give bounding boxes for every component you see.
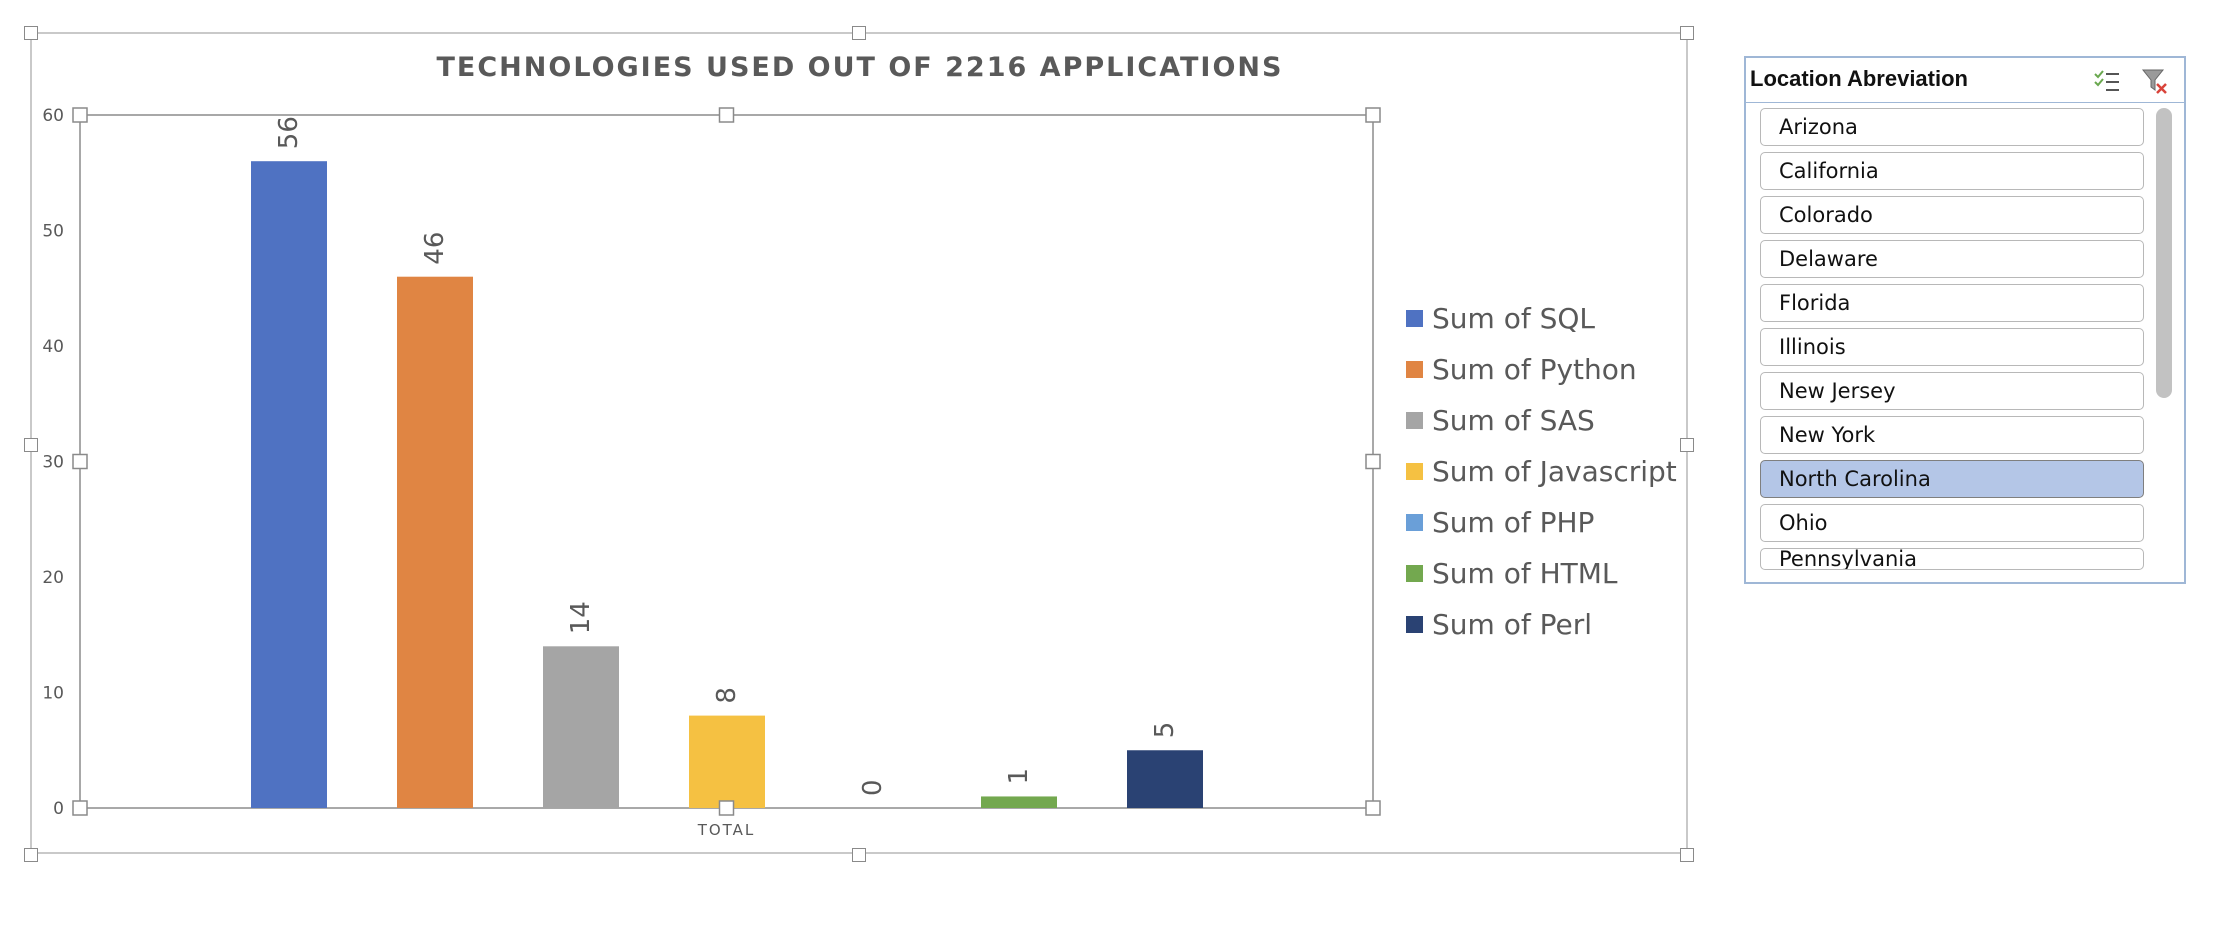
chart-resize-handle[interactable] — [1680, 848, 1694, 862]
slicer-item[interactable]: New Jersey — [1760, 372, 2144, 410]
chart-resize-handle[interactable] — [1680, 438, 1694, 452]
legend-swatch — [1406, 360, 1423, 378]
y-tick-label: 50 — [42, 222, 64, 242]
legend-item[interactable]: Sum of Perl — [1406, 606, 1592, 642]
chart-title[interactable]: TECHNOLOGIES USED OUT OF 2216 APPLICATIO… — [436, 52, 1284, 83]
slicer-item[interactable]: Pennsylvania — [1760, 548, 2144, 570]
bar — [981, 796, 1057, 808]
data-label: 8 — [712, 687, 742, 704]
legend-item[interactable]: Sum of HTML — [1406, 555, 1618, 591]
legend-swatch — [1406, 513, 1423, 531]
y-tick-label: 60 — [42, 106, 64, 126]
chart-resize-handle[interactable] — [852, 26, 866, 40]
chart-resize-handle[interactable] — [1680, 26, 1694, 40]
chart-resize-handle[interactable] — [24, 438, 38, 452]
chart-resize-handle[interactable] — [852, 848, 866, 862]
slicer-title: Location Abreviation — [1750, 66, 1968, 91]
bar — [397, 276, 473, 808]
legend-item[interactable]: Sum of Python — [1406, 351, 1637, 387]
slicer-item[interactable]: Florida — [1760, 284, 2144, 322]
bar — [543, 646, 619, 808]
data-label: 5 — [1150, 722, 1180, 739]
legend-item[interactable]: Sum of SQL — [1406, 300, 1595, 336]
slicer-item[interactable]: North Carolina — [1760, 460, 2144, 498]
bar-chart: 0 10 20 30 40 50 60 56 46 14 8 0 1 5 TOTAL — [42, 106, 1381, 839]
legend-label: Sum of SAS — [1432, 403, 1595, 437]
slicer-item[interactable]: Arizona — [1760, 108, 2144, 146]
legend-item[interactable]: Sum of PHP — [1406, 504, 1594, 540]
slicer-item[interactable]: Illinois — [1760, 328, 2144, 366]
legend-item[interactable]: Sum of Javascript — [1406, 453, 1677, 489]
plot-resize-handle — [72, 800, 88, 816]
slicer-item[interactable]: Ohio — [1760, 504, 2144, 542]
bar — [251, 161, 327, 808]
y-tick-label: 40 — [42, 337, 64, 357]
data-label: 46 — [420, 232, 450, 265]
legend-swatch — [1406, 564, 1423, 582]
multi-select-icon[interactable] — [2092, 66, 2122, 96]
plot-resize-handle — [718, 800, 735, 816]
plot-resize-handle — [718, 107, 735, 123]
legend-swatch — [1406, 462, 1423, 480]
plot-resize-handle — [1365, 800, 1381, 816]
legend-label: Sum of PHP — [1432, 505, 1595, 539]
slicer-scrollbar-thumb[interactable] — [2156, 108, 2172, 398]
y-tick-label: 20 — [42, 568, 64, 588]
x-tick-label: TOTAL — [697, 821, 756, 839]
bar — [1127, 750, 1203, 808]
data-label: 14 — [566, 601, 596, 634]
y-tick-label: 0 — [53, 799, 64, 819]
legend-label: Sum of Python — [1432, 352, 1637, 386]
plot-resize-handle — [1365, 107, 1381, 123]
slicer-item[interactable]: California — [1760, 152, 2144, 190]
data-label: 56 — [274, 116, 304, 149]
legend-swatch — [1406, 615, 1423, 633]
chart-resize-handle[interactable] — [24, 26, 38, 40]
legend-label: Sum of Javascript — [1432, 454, 1677, 488]
data-label: 0 — [858, 779, 888, 796]
slicer-item[interactable]: New York — [1760, 416, 2144, 454]
y-tick-label: 30 — [42, 453, 64, 473]
plot-resize-handle — [72, 453, 88, 470]
plot-resize-handle — [72, 107, 88, 123]
plot-resize-handle — [1365, 453, 1381, 470]
slicer-header: Location Abreviation — [1746, 58, 2184, 103]
clear-filter-icon[interactable] — [2140, 66, 2170, 96]
y-tick-label: 10 — [42, 684, 64, 704]
legend-label: Sum of SQL — [1432, 301, 1595, 335]
legend-label: Sum of HTML — [1432, 556, 1618, 590]
location-slicer[interactable]: Location Abreviation Arizona California Co… — [1744, 56, 2186, 584]
chart-resize-handle[interactable] — [24, 848, 38, 862]
slicer-item[interactable]: Delaware — [1760, 240, 2144, 278]
data-label: 1 — [1004, 768, 1034, 785]
bar — [689, 715, 765, 808]
slicer-item[interactable]: Colorado — [1760, 196, 2144, 234]
legend-label: Sum of Perl — [1432, 607, 1592, 641]
legend-swatch — [1406, 309, 1423, 327]
legend-swatch — [1406, 411, 1423, 429]
chart-object-frame[interactable] — [24, 26, 1694, 862]
legend-item[interactable]: Sum of SAS — [1406, 402, 1595, 438]
